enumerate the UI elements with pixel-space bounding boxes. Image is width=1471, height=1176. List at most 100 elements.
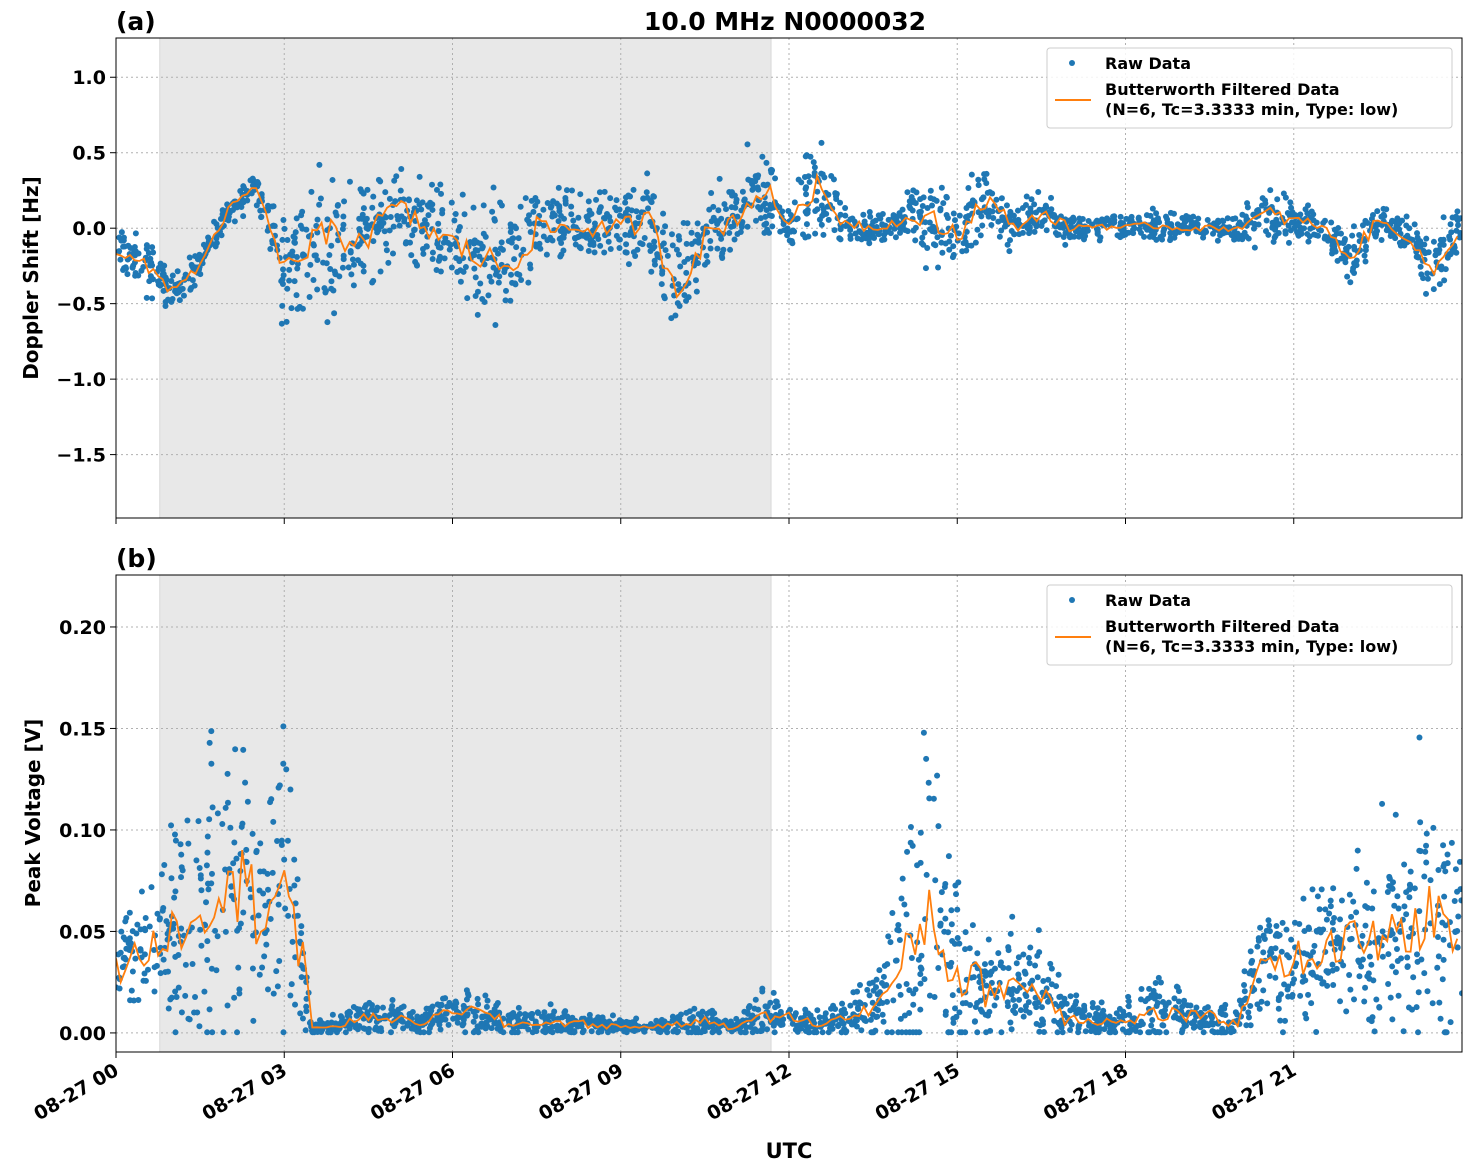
raw-point [1241,981,1248,988]
raw-point [926,992,933,999]
raw-point [472,246,479,253]
raw-point [1159,1022,1166,1029]
raw-point [1373,996,1380,1003]
raw-point [985,936,992,943]
raw-point [291,882,298,889]
raw-point [903,911,910,918]
raw-point [1073,992,1080,999]
raw-point [898,1029,905,1036]
raw-point [443,1010,450,1017]
raw-point [172,988,179,995]
raw-point [135,996,142,1003]
raw-point [433,186,440,193]
raw-point [411,226,418,233]
raw-point [594,232,601,239]
raw-point [872,1027,879,1034]
raw-point [268,796,275,803]
raw-point [1440,956,1447,963]
raw-point [954,934,961,941]
raw-point [345,264,352,271]
raw-point [673,246,680,253]
raw-point [959,248,966,255]
raw-point [898,895,905,902]
raw-point [977,997,984,1004]
raw-point [1005,965,1012,972]
raw-point [626,1020,633,1027]
raw-point [787,212,794,219]
raw-point [1054,1029,1061,1036]
raw-point [1236,219,1243,226]
raw-point [977,232,984,239]
raw-point [669,242,676,249]
raw-point [156,916,163,923]
raw-point [1210,1020,1217,1027]
raw-point [1076,1009,1083,1016]
raw-point [322,289,329,296]
raw-point [939,249,946,256]
raw-point [915,956,922,963]
raw-point [867,213,874,220]
raw-point [1026,225,1033,232]
raw-point [435,227,442,234]
raw-point [1356,973,1363,980]
raw-point [472,292,479,299]
raw-point [1400,1028,1407,1035]
raw-point [791,228,798,235]
raw-point [987,1027,994,1034]
raw-point [810,1016,817,1023]
raw-point [386,1011,393,1018]
raw-point [1441,277,1448,284]
raw-point [142,977,149,984]
y-tick-label: 0.15 [59,718,106,740]
raw-point [601,249,608,256]
raw-point [1264,1000,1271,1007]
raw-point [1015,221,1022,228]
raw-point [288,981,295,988]
raw-point [489,208,496,215]
raw-point [491,217,498,224]
raw-point [744,223,751,230]
raw-point [486,273,493,280]
raw-point [228,883,235,890]
raw-point [340,213,347,220]
raw-point [1323,916,1330,923]
raw-point [974,1029,981,1036]
raw-point [294,260,301,267]
raw-point [847,1002,854,1009]
raw-point [208,965,215,972]
raw-point [741,196,748,203]
raw-point [438,190,445,197]
raw-point [1079,216,1086,223]
raw-point [1451,897,1458,904]
raw-point [438,1013,445,1020]
raw-point [534,198,541,205]
raw-point [1330,885,1337,892]
raw-point [543,251,550,258]
raw-point [1349,232,1356,239]
raw-point [149,276,156,283]
raw-point [219,820,226,827]
raw-point [1272,226,1279,233]
raw-point [1147,212,1154,219]
raw-point [1262,197,1269,204]
raw-point [1070,217,1077,224]
raw-point [1331,226,1338,233]
raw-point [1316,906,1323,913]
raw-point [452,240,459,247]
raw-point [1273,922,1280,929]
raw-point [1195,215,1202,222]
raw-point [945,853,952,860]
raw-point [314,256,321,263]
raw-point [547,1001,554,1008]
raw-point [703,252,710,259]
raw-point [1117,233,1124,240]
raw-point [763,159,770,166]
raw-point [1138,985,1145,992]
raw-point [203,862,210,869]
raw-point [1350,898,1357,905]
raw-point [555,184,562,191]
y-tick-label: 0.10 [59,820,106,842]
raw-point [1123,229,1130,236]
raw-point [1057,993,1064,1000]
raw-point [612,204,619,211]
